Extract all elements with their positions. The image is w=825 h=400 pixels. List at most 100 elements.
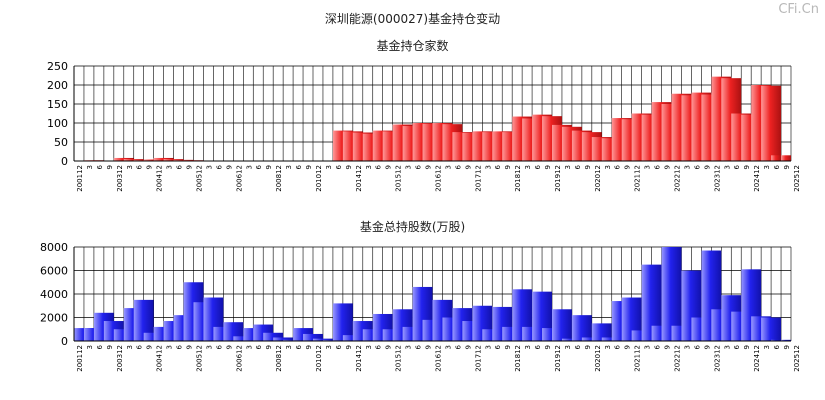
c2-xtick-23: 9	[305, 345, 313, 349]
c2-ytick-1: 2000	[40, 312, 68, 325]
c2-xtick-68: 202412	[753, 345, 761, 372]
c2-xtick-25: 3	[325, 345, 333, 349]
c2-xtick-55: 9	[624, 345, 632, 349]
c2-bar-69	[761, 317, 782, 341]
c1-xtick-48: 201912	[554, 165, 562, 192]
c2-xtick-30: 6	[375, 344, 383, 349]
c1-bar-10	[173, 159, 194, 161]
c1-xtick-50: 6	[574, 164, 582, 169]
c2-bar-49	[561, 338, 582, 341]
c1-xtick-37: 3	[444, 165, 452, 169]
c1-xtick-39: 9	[464, 165, 472, 169]
c1-ytick-5: 250	[47, 60, 68, 73]
c1-xtick-29: 3	[365, 165, 373, 169]
c1-xtick-14: 6	[215, 164, 223, 169]
c2-xtick-52: 202012	[594, 345, 602, 372]
c1-xtick-1: 3	[86, 165, 94, 169]
c2-bar-20	[273, 337, 294, 341]
c1-xtick-67: 9	[743, 165, 751, 169]
c1-xtick-49: 3	[564, 165, 572, 169]
c2-xtick-37: 3	[444, 345, 452, 349]
c1-xtick-25: 3	[325, 165, 333, 169]
c1-xtick-7: 9	[146, 165, 154, 169]
c2-xtick-57: 3	[644, 345, 652, 349]
c2-xtick-7: 9	[146, 345, 154, 349]
c2-xtick-34: 6	[415, 344, 423, 349]
c2-xtick-42: 6	[494, 344, 502, 349]
c1-ytick-3: 150	[47, 98, 68, 111]
c1-xtick-54: 6	[614, 164, 622, 169]
c2-xtick-28: 201412	[355, 345, 363, 372]
c2-xtick-59: 9	[664, 345, 672, 349]
c2-xtick-13: 3	[205, 345, 213, 349]
c2-xtick-47: 9	[544, 345, 552, 349]
chart1-title: 基金持仓家数	[376, 39, 449, 53]
c2-xtick-44: 201812	[514, 345, 522, 372]
c2-bar-71	[781, 339, 791, 341]
c2-xtick-56: 202112	[634, 345, 642, 372]
c2-bar-52	[591, 323, 612, 341]
c1-xtick-42: 6	[494, 164, 502, 169]
c2-xtick-38: 6	[454, 344, 462, 349]
c2-xtick-45: 3	[524, 345, 532, 349]
c1-xtick-55: 9	[624, 165, 632, 169]
c1-bar-7	[143, 159, 164, 161]
c2-ytick-3: 6000	[40, 265, 68, 278]
c2-xtick-22: 6	[295, 344, 303, 349]
c2-xtick-31: 9	[385, 345, 393, 349]
c2-xtick-48: 201912	[554, 345, 562, 372]
c1-xtick-13: 3	[205, 165, 213, 169]
c1-xtick-47: 9	[544, 165, 552, 169]
c2-bar-23	[303, 333, 323, 341]
c1-xtick-64: 202312	[713, 165, 721, 192]
c2-bar-19	[263, 332, 284, 341]
c2-xtick-60: 202212	[673, 345, 681, 372]
c1-xtick-5: 3	[126, 165, 134, 169]
c1-xtick-65: 3	[723, 165, 731, 169]
c2-xtick-61: 3	[683, 345, 691, 349]
c2-xtick-32: 201512	[395, 345, 403, 372]
c1-xtick-12: 200512	[195, 165, 203, 192]
c2-xtick-8: 200412	[156, 345, 164, 372]
c2-xtick-43: 9	[504, 345, 512, 349]
c2-ytick-4: 8000	[40, 241, 68, 254]
c2-xtick-14: 6	[215, 344, 223, 349]
c2-bar-50	[571, 315, 592, 341]
c1-xtick-70: 6	[773, 164, 781, 169]
c2-xtick-4: 200312	[116, 345, 124, 372]
c2-bar-26	[332, 303, 353, 341]
c2-xtick-50: 6	[574, 344, 582, 349]
c2-xtick-19: 9	[265, 345, 273, 349]
c2-ytick-0: 0	[61, 335, 68, 348]
c2-bar-57	[641, 264, 662, 341]
c1-xtick-4: 200312	[116, 165, 124, 192]
c1-xtick-34: 6	[415, 164, 423, 169]
c1-xtick-63: 9	[703, 165, 711, 169]
c1-xtick-41: 3	[484, 165, 492, 169]
c2-bar-7	[143, 332, 164, 341]
c1-xtick-46: 6	[534, 164, 542, 169]
c1-xtick-3: 9	[106, 165, 114, 169]
c2-xtick-33: 3	[405, 345, 413, 349]
c1-xtick-32: 201512	[395, 165, 403, 192]
c1-xtick-59: 9	[664, 165, 672, 169]
c2-xtick-21: 3	[285, 345, 293, 349]
c2-xtick-6: 6	[136, 344, 144, 349]
c2-bar-48	[552, 309, 572, 341]
c2-xtick-64: 202312	[713, 345, 721, 372]
c1-xtick-51: 9	[584, 165, 592, 169]
c1-bar-70	[771, 155, 782, 161]
c1-xtick-52: 202012	[594, 165, 602, 192]
c2-ytick-2: 4000	[40, 288, 68, 301]
c1-xtick-40: 201712	[474, 165, 482, 192]
c2-bar-27	[342, 335, 363, 341]
c2-xtick-3: 9	[106, 345, 114, 349]
c2-xtick-20: 200812	[275, 345, 283, 372]
c1-xtick-66: 6	[733, 164, 741, 169]
c1-xtick-57: 3	[644, 165, 652, 169]
c1-xtick-71: 9	[783, 165, 791, 169]
c1-ytick-4: 200	[47, 79, 68, 92]
c1-xtick-2: 6	[96, 164, 104, 169]
c2-xtick-41: 3	[484, 345, 492, 349]
